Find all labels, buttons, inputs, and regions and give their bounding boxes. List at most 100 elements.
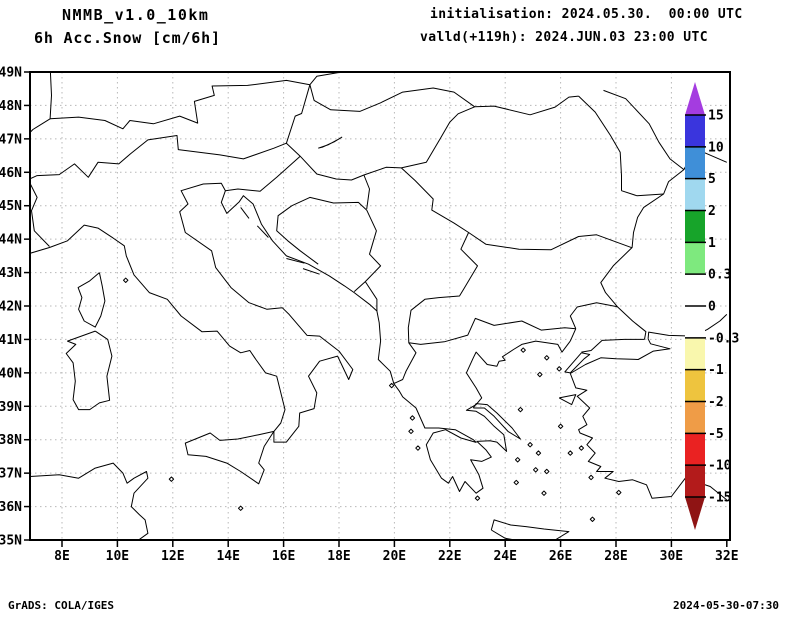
coastline-border bbox=[302, 268, 320, 275]
coastline-border bbox=[30, 462, 149, 540]
colorbar-arrow-bottom bbox=[685, 497, 705, 530]
island bbox=[520, 347, 526, 353]
lat-label: 44N bbox=[0, 233, 22, 248]
coastline-border bbox=[318, 136, 343, 149]
colorbar-segment bbox=[685, 337, 705, 371]
coastline-border bbox=[309, 84, 475, 112]
lat-label: 37N bbox=[0, 467, 22, 482]
lat-label: 49N bbox=[0, 66, 22, 81]
coastline-border bbox=[291, 196, 382, 292]
coastline-border bbox=[472, 403, 521, 440]
island bbox=[588, 474, 594, 481]
lat-label: 45N bbox=[0, 199, 22, 214]
island bbox=[616, 489, 622, 496]
lon-label: 8E bbox=[54, 549, 70, 564]
coastline-border bbox=[558, 394, 577, 406]
island bbox=[513, 479, 519, 486]
colorbar-label: 15 bbox=[708, 109, 724, 124]
coastline-border bbox=[65, 330, 113, 411]
island bbox=[237, 505, 244, 511]
coastline-border bbox=[407, 232, 576, 345]
colorbar-label: 2 bbox=[708, 204, 716, 219]
colorbar-label: -10 bbox=[708, 459, 732, 474]
coastline-border bbox=[77, 272, 106, 328]
island bbox=[535, 450, 542, 456]
coastline-border bbox=[621, 190, 664, 197]
lon-label: 12E bbox=[161, 549, 184, 564]
island bbox=[544, 355, 550, 361]
model-name: NMMB_v1.0_10km bbox=[62, 6, 210, 24]
coastline-border bbox=[184, 430, 275, 485]
coastline-border bbox=[363, 174, 370, 210]
lat-label: 47N bbox=[0, 132, 22, 147]
coastline-border bbox=[564, 352, 591, 374]
island bbox=[527, 442, 533, 448]
coastline-border bbox=[569, 338, 728, 501]
lat-label: 38N bbox=[0, 433, 22, 448]
grads-credit: GrADS: COLA/IGES bbox=[8, 599, 114, 612]
island bbox=[544, 468, 550, 475]
colorbar-label: -5 bbox=[708, 427, 724, 442]
island bbox=[567, 450, 573, 456]
lat-label: 35N bbox=[0, 534, 22, 549]
coastline-border bbox=[30, 95, 579, 247]
lat-label: 42N bbox=[0, 300, 22, 315]
lat-label: 40N bbox=[0, 366, 22, 381]
colorbar-segment bbox=[685, 433, 705, 466]
product-title: 6h Acc.Snow [cm/6h] bbox=[34, 29, 221, 47]
coastline-border bbox=[581, 338, 645, 353]
lat-label: 48N bbox=[0, 99, 22, 114]
lat-label: 39N bbox=[0, 400, 22, 415]
colorbar-segment bbox=[685, 274, 705, 307]
lon-label: 30E bbox=[660, 549, 683, 564]
coastline-border bbox=[490, 519, 570, 540]
colorbar-segment bbox=[685, 178, 705, 212]
colorbar-label: 10 bbox=[708, 140, 724, 155]
island bbox=[578, 445, 585, 451]
island bbox=[541, 490, 547, 496]
lon-label: 16E bbox=[272, 549, 295, 564]
coastline-border bbox=[400, 167, 633, 251]
coastline-border bbox=[285, 84, 311, 144]
coastline-border bbox=[569, 302, 618, 329]
coastline-border bbox=[50, 72, 342, 130]
island bbox=[557, 423, 564, 430]
coastline-border bbox=[256, 225, 269, 238]
lon-label: 14E bbox=[216, 549, 239, 564]
creation-timestamp: 2024-05-30-07:30 bbox=[673, 599, 779, 612]
coastline-border bbox=[240, 207, 250, 219]
island bbox=[537, 371, 543, 378]
lon-label: 32E bbox=[715, 549, 738, 564]
lon-label: 10E bbox=[106, 549, 129, 564]
coastline-border bbox=[286, 258, 305, 264]
colorbar-segment bbox=[685, 465, 705, 498]
island bbox=[589, 516, 596, 522]
lat-label: 41N bbox=[0, 333, 22, 348]
island bbox=[409, 415, 416, 421]
initialisation-time: initialisation: 2024.05.30. 00:00 UTC bbox=[430, 7, 743, 22]
colorbar-segment bbox=[685, 115, 705, 148]
lon-label: 24E bbox=[493, 549, 516, 564]
coastline-border bbox=[603, 89, 685, 170]
lon-label: 28E bbox=[604, 549, 627, 564]
coastline-border bbox=[276, 205, 319, 265]
lat-label: 43N bbox=[0, 266, 22, 281]
colorbar-label: -15 bbox=[708, 491, 731, 506]
island bbox=[517, 406, 524, 413]
island bbox=[408, 428, 414, 435]
colorbar-segment bbox=[685, 369, 705, 403]
lon-label: 20E bbox=[383, 549, 406, 564]
colorbar-label: 1 bbox=[708, 236, 716, 251]
lat-label: 46N bbox=[0, 166, 22, 181]
island bbox=[532, 467, 539, 473]
colorbar-arrow-top bbox=[685, 82, 705, 115]
colorbar-segment bbox=[685, 306, 705, 339]
colorbar-label: -2 bbox=[708, 395, 724, 410]
coastline-border bbox=[569, 328, 577, 342]
colorbar-label: 5 bbox=[708, 172, 716, 187]
colorbar-label: 0 bbox=[708, 300, 716, 315]
island bbox=[556, 366, 562, 372]
coastline-border bbox=[578, 95, 622, 191]
colorbar-label: 0.3 bbox=[708, 268, 731, 283]
